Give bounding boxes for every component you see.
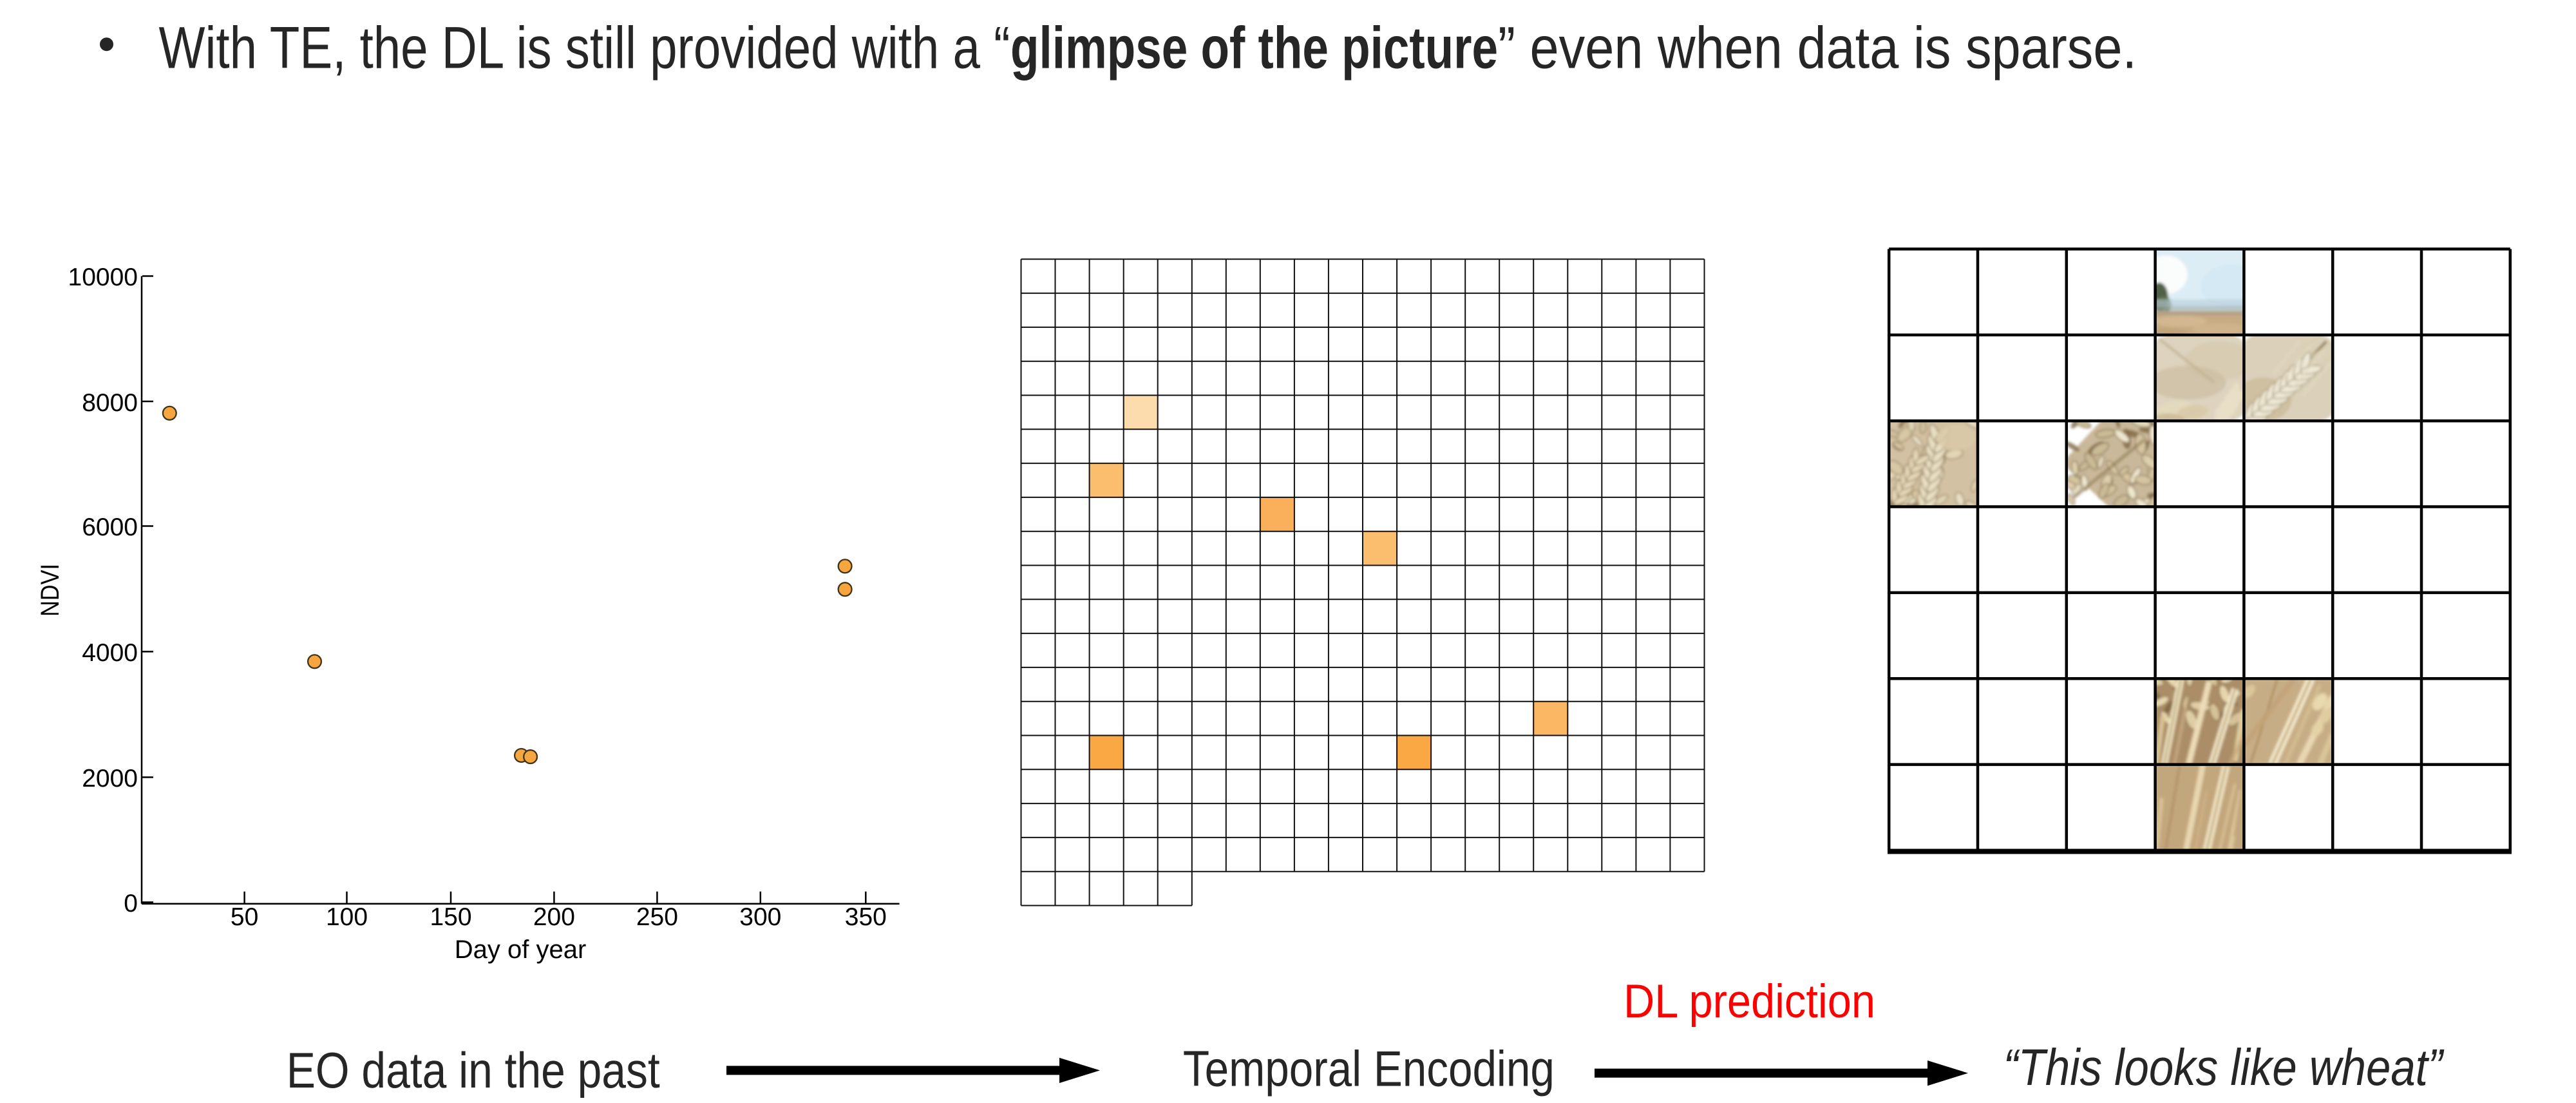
svg-text:DL prediction: DL prediction xyxy=(1624,975,1875,1028)
svg-text:NDVI: NDVI xyxy=(36,564,64,617)
svg-text:200: 200 xyxy=(533,903,575,931)
svg-text:glimpse of the picture: glimpse of the picture xyxy=(1010,15,1498,81)
svg-text:Day of year: Day of year xyxy=(455,935,587,964)
svg-text:6000: 6000 xyxy=(82,513,138,541)
svg-text:10000: 10000 xyxy=(68,264,138,291)
svg-text:” even when data is sparse.: ” even when data is sparse. xyxy=(1498,15,2137,81)
svg-text:300: 300 xyxy=(739,903,781,931)
svg-text:2000: 2000 xyxy=(82,765,138,792)
svg-text:50: 50 xyxy=(231,903,258,931)
svg-text:EO data in the past: EO data in the past xyxy=(287,1042,660,1098)
svg-text:“This looks like wheat”: “This looks like wheat” xyxy=(2003,1039,2445,1096)
svg-text:150: 150 xyxy=(430,903,471,931)
svg-text:250: 250 xyxy=(636,903,678,931)
svg-text:Temporal Encoding: Temporal Encoding xyxy=(1183,1041,1555,1097)
svg-text:0: 0 xyxy=(124,890,138,917)
svg-text:8000: 8000 xyxy=(82,389,138,417)
svg-text:350: 350 xyxy=(845,903,887,931)
svg-text:4000: 4000 xyxy=(82,639,138,667)
svg-text:100: 100 xyxy=(326,903,368,931)
svg-text:With TE, the DL is still provi: With TE, the DL is still provided with a… xyxy=(159,15,1010,81)
